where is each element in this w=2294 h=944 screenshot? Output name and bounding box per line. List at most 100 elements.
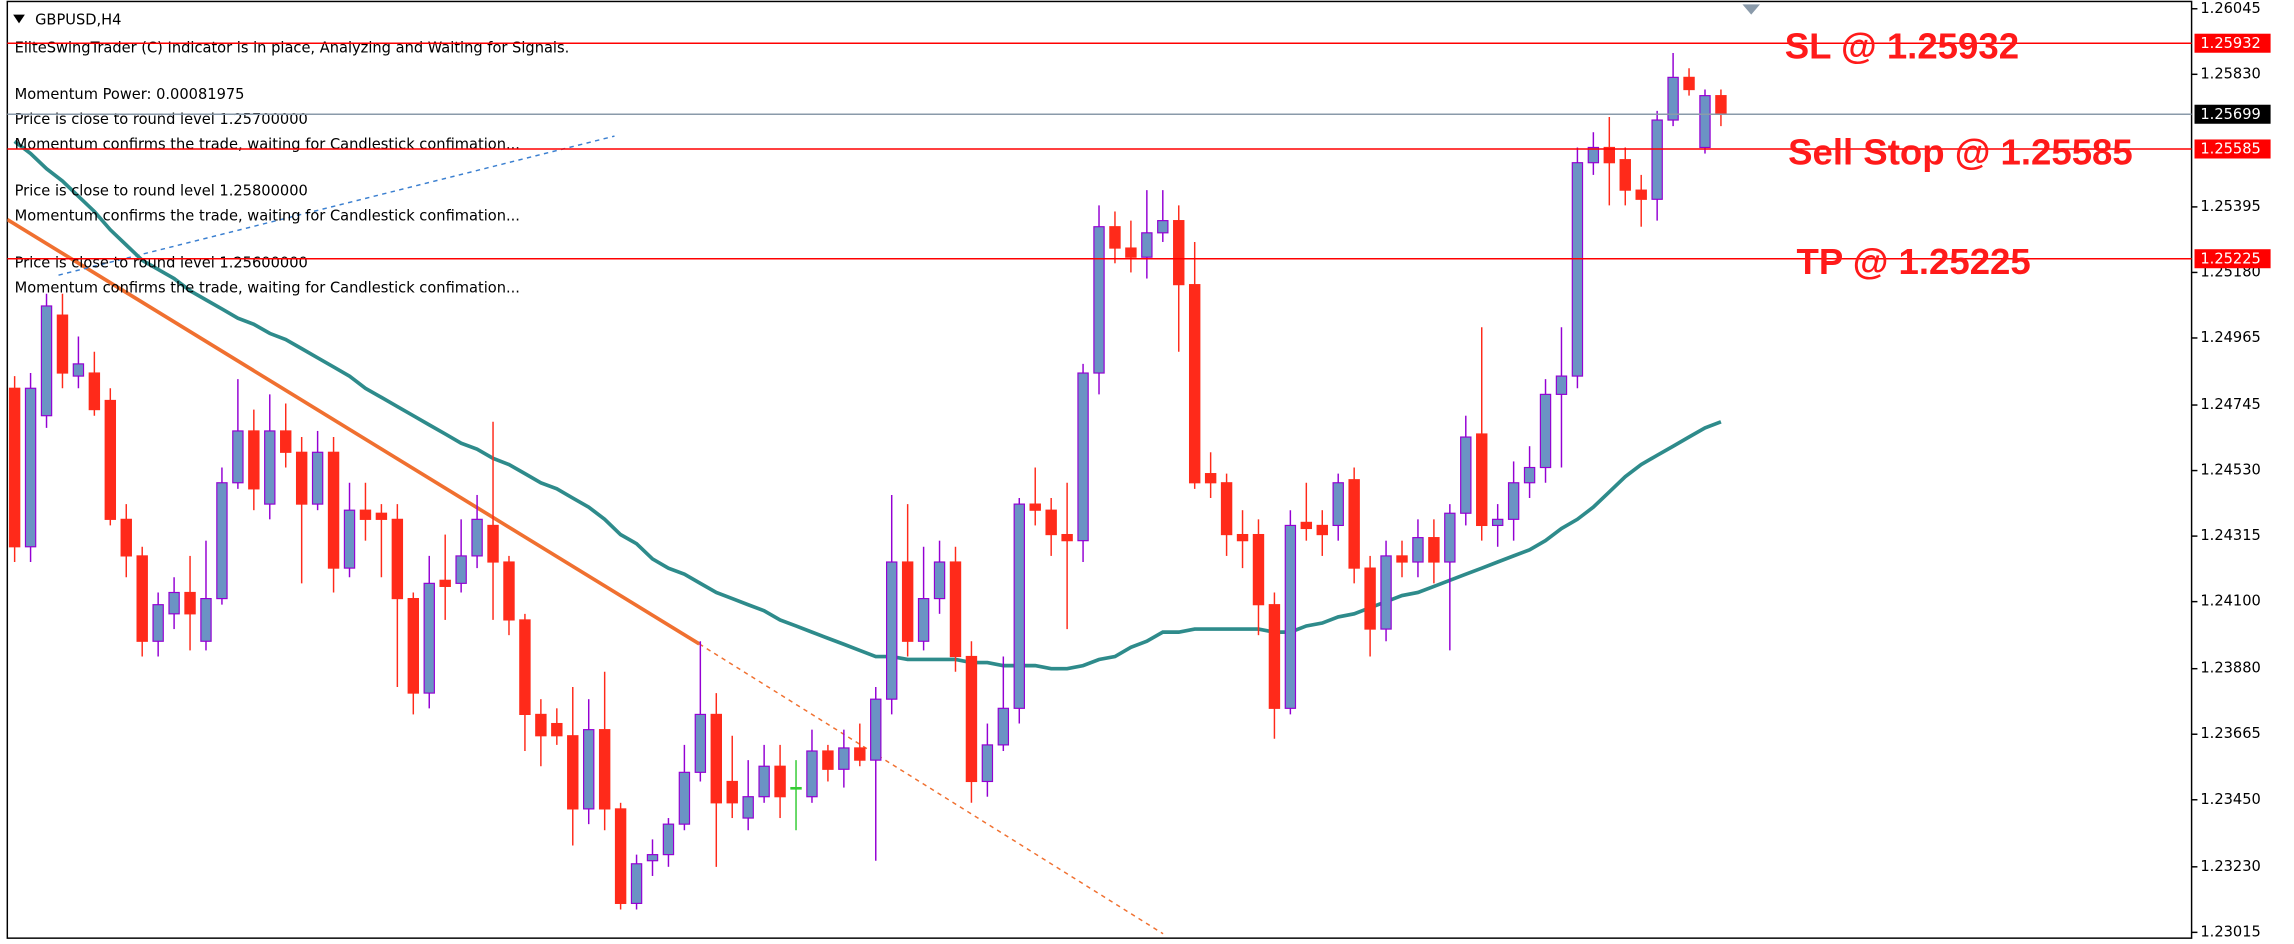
candle-body: [838, 747, 850, 770]
moving-average: [13, 139, 1722, 671]
candle-body: [885, 561, 898, 700]
candle-body: [1460, 436, 1472, 514]
candle-body: [1364, 567, 1376, 630]
candle-body: [375, 512, 388, 520]
candle-body: [248, 430, 260, 490]
level-label: Sell Stop @ 1.25585: [1788, 131, 2133, 172]
candle-body: [1683, 76, 1695, 91]
candle-body: [327, 451, 340, 569]
y-tick-label: 1.24530: [2200, 462, 2260, 479]
candle-body: [216, 482, 228, 600]
candle-body: [1571, 162, 1584, 377]
candle-body: [136, 555, 148, 642]
candle-body: [1077, 372, 1089, 542]
y-tick-label: 1.24745: [2200, 396, 2260, 413]
candle-body: [104, 399, 117, 520]
candle-body: [184, 591, 196, 615]
candle-body: [1444, 512, 1456, 563]
y-tick-label: 1.23450: [2200, 791, 2260, 808]
candle-body: [678, 771, 691, 825]
candle-body: [981, 744, 994, 783]
candle-body: [662, 823, 675, 856]
candle-body: [1061, 533, 1073, 542]
candle-body: [519, 619, 531, 716]
annotation: Momentum confirms the trade, waiting for…: [15, 279, 520, 296]
candle-body: [1093, 226, 1105, 374]
candle-body: [1125, 247, 1137, 258]
candle-body: [694, 713, 707, 773]
candle-body: [1635, 189, 1647, 200]
y-tick-label: 1.23880: [2200, 660, 2260, 677]
candle-body: [535, 713, 547, 737]
candle-body: [407, 598, 420, 694]
candle-body: [1220, 482, 1233, 536]
candle-body: [933, 561, 946, 600]
candle-body: [1173, 220, 1185, 286]
candle-body: [56, 314, 69, 374]
candle-body: [758, 765, 770, 798]
marker-triangle: [1742, 4, 1761, 15]
candle-body: [630, 863, 643, 904]
menu-triangle: [13, 14, 25, 24]
candle-body: [1268, 604, 1281, 709]
candle-body: [40, 305, 53, 417]
candle-body: [439, 579, 451, 587]
candle-body: [870, 698, 882, 761]
candle-body: [120, 518, 132, 557]
candle-body: [359, 509, 372, 520]
candle-body: [901, 561, 914, 642]
candle-body: [1428, 537, 1440, 563]
candle-body: [710, 713, 722, 804]
candle-body: [152, 604, 164, 642]
candle-body: [1316, 524, 1328, 536]
candle-body: [1587, 146, 1600, 164]
candle-body: [8, 387, 21, 548]
candle-body: [1380, 555, 1392, 630]
y-tick-label: 1.23230: [2200, 858, 2260, 875]
price-box-label: 1.25932: [2200, 35, 2260, 52]
candle-body: [806, 750, 818, 798]
plot-area: [7, 52, 1727, 935]
candle-body: [471, 518, 483, 557]
price-box: [2194, 33, 2271, 53]
candle-body: [168, 591, 180, 615]
price-box: [2194, 249, 2271, 269]
candle-body: [726, 780, 738, 804]
candle-body: [583, 729, 595, 810]
candle-body: [1300, 521, 1313, 530]
price-box: [2194, 139, 2271, 159]
candle-body: [1699, 95, 1711, 149]
candle-body: [280, 430, 292, 453]
candle-body: [232, 430, 244, 484]
candle-body: [1491, 518, 1504, 527]
candle-body: [1109, 226, 1121, 249]
candle-body: [790, 786, 802, 790]
annotation: Price is close to round level 1.25800000: [15, 183, 308, 200]
y-tick-label: 1.25395: [2200, 198, 2260, 215]
candle-body: [72, 363, 85, 377]
candle-body: [1348, 479, 1360, 569]
candle-body: [455, 555, 467, 584]
y-tick-label: 1.24315: [2200, 527, 2260, 544]
trend-line: [7, 217, 701, 646]
y-tick-label: 1.24965: [2200, 329, 2260, 346]
symbol-title: GBPUSD,H4: [35, 11, 121, 28]
candle-body: [88, 372, 101, 411]
candle-body: [1332, 482, 1344, 527]
y-tick-label: 1.24100: [2200, 593, 2260, 610]
candle-body: [567, 735, 579, 810]
candle-body: [1619, 159, 1631, 191]
candle-body: [1715, 95, 1727, 115]
price-box: [2194, 104, 2271, 124]
annotation: EliteSwingTrader (C) Indicator is in pla…: [15, 39, 570, 56]
level-label: SL @ 1.25932: [1785, 26, 2019, 67]
candle-body: [646, 854, 659, 862]
candle-body: [503, 561, 515, 621]
price-box-label: 1.25225: [2200, 250, 2260, 267]
candle-body: [854, 747, 866, 761]
candle-body: [822, 750, 834, 770]
candle-body: [343, 509, 356, 569]
candle-body: [997, 707, 1010, 746]
